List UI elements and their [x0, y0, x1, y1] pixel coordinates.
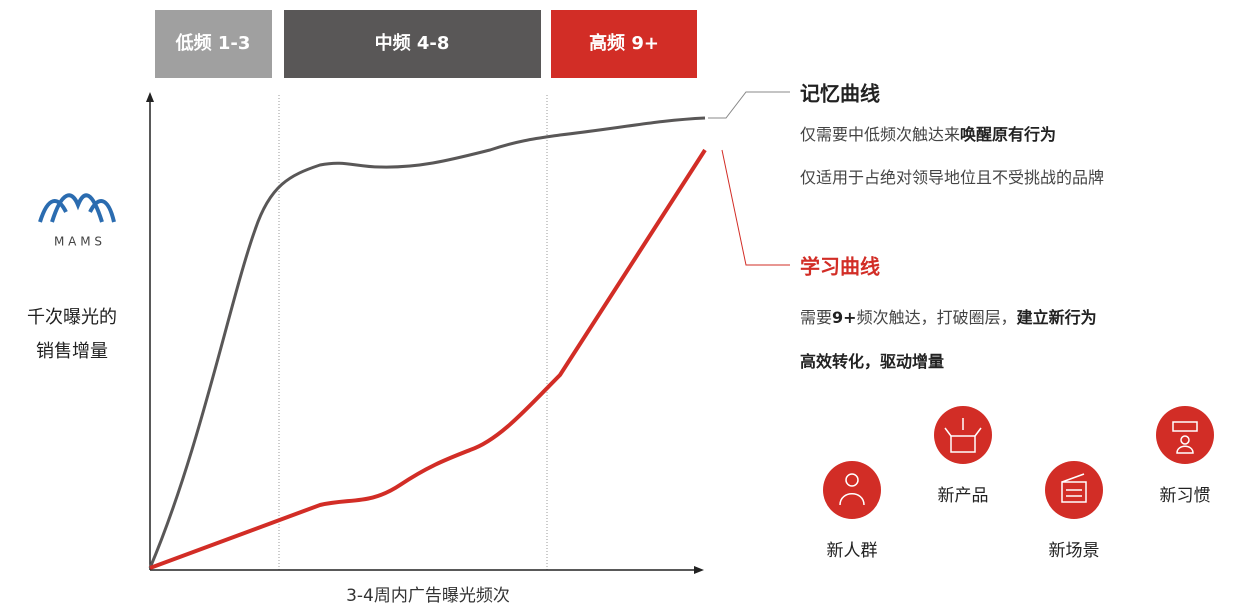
y-axis-label: 销售增量 — [36, 341, 108, 362]
icon-glyph — [1172, 421, 1198, 432]
band-high — [551, 10, 697, 78]
icon-glyph — [1180, 435, 1190, 445]
text-segment: 仅适用于占绝对领导地位且不受挑战的品牌 — [800, 168, 1104, 187]
icon-glyph — [1061, 481, 1087, 503]
band-low — [155, 10, 272, 78]
band-label: 中频 4-8 — [375, 32, 450, 54]
text-segment: 频次触达，打破圈层， — [857, 308, 1017, 327]
description: 仅适用于占绝对领导地位且不受挑战的品牌 — [800, 168, 1104, 187]
connector — [708, 91, 790, 119]
icon-glyph — [1061, 473, 1085, 497]
icon-circle — [934, 406, 992, 464]
y-axis-label: 千次曝光的 — [27, 307, 117, 328]
icon-label: 新产品 — [938, 486, 989, 506]
band-label: 高频 9+ — [589, 32, 659, 54]
icon-glyph — [1176, 445, 1194, 454]
icon-label: 新人群 — [827, 541, 878, 561]
icon-label: 新场景 — [1049, 541, 1100, 561]
memory-title: 记忆曲线 — [800, 82, 880, 106]
icon — [1045, 461, 1103, 519]
arrow — [146, 92, 154, 102]
text-segment: 9+ — [832, 308, 857, 327]
arrow — [694, 566, 704, 574]
text-segment: 高效转化，驱动增量 — [800, 352, 944, 371]
icon-glyph — [845, 473, 859, 487]
icon-label: 新习惯 — [1160, 486, 1211, 506]
icon-circle — [1156, 406, 1214, 464]
logo-mark — [38, 193, 116, 223]
text-segment: 唤醒原有行为 — [960, 125, 1056, 144]
icon-glyph — [950, 435, 976, 453]
icon-glyph — [839, 493, 865, 506]
brand: M A M S — [54, 235, 102, 249]
learning-title: 学习曲线 — [800, 255, 880, 279]
icon — [934, 406, 992, 464]
text-segment: 建立新行为 — [1017, 308, 1097, 327]
x-axis-label: 3-4周内广告曝光频次 — [346, 586, 510, 606]
icon-circle — [823, 461, 881, 519]
text-segment: 仅需要中低频次触达来 — [800, 125, 960, 144]
description: 仅需要中低频次触达来唤醒原有行为 — [800, 125, 1056, 144]
icon-glyph — [944, 418, 982, 437]
memory-curve — [148, 116, 706, 569]
connector — [721, 149, 790, 266]
icon — [823, 461, 881, 519]
band-label: 低频 1-3 — [175, 32, 251, 54]
text-segment: 需要 — [800, 308, 832, 327]
description: 需要9+频次触达，打破圈层，建立新行为 — [800, 308, 1097, 327]
icon — [1156, 406, 1214, 464]
description: 高效转化，驱动增量 — [800, 352, 944, 371]
learning-curve — [149, 148, 707, 570]
band-mid — [284, 10, 541, 78]
